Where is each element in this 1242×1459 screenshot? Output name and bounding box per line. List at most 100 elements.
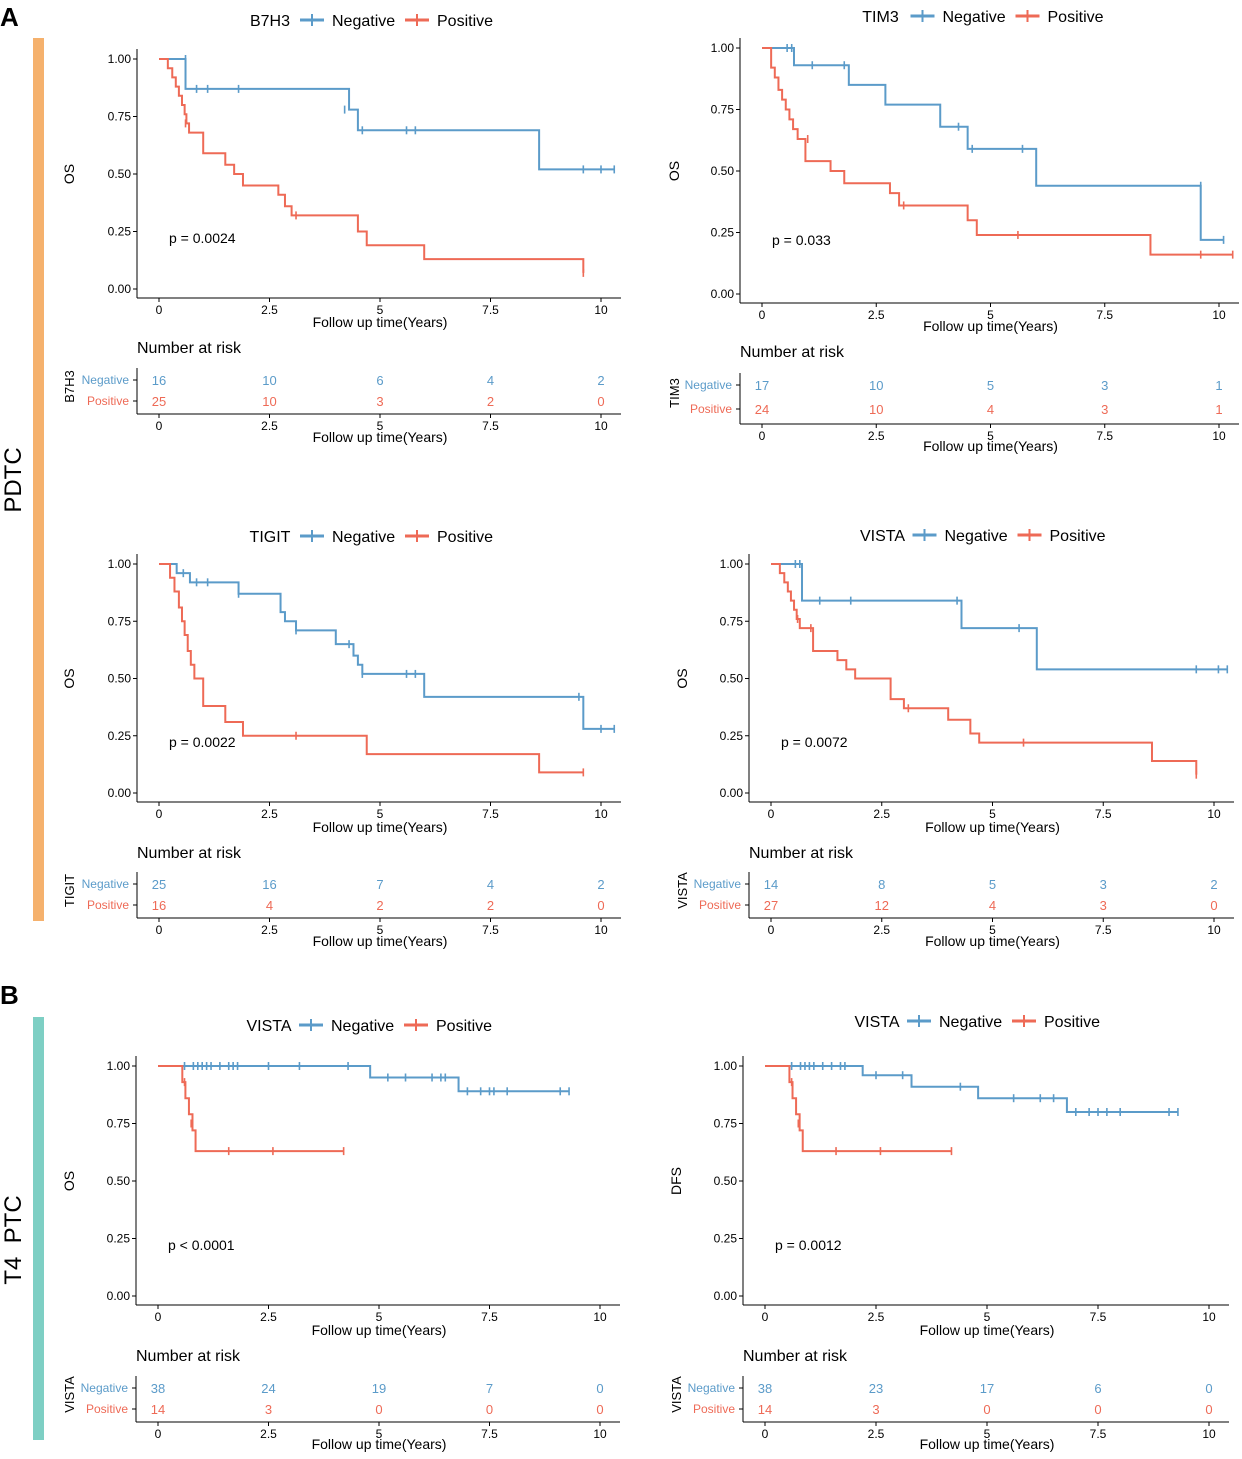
risk-value: 0 [596, 1381, 603, 1396]
risk-value: 3 [376, 394, 383, 409]
risk-value: 10 [262, 394, 276, 409]
risk-value: 38 [151, 1381, 165, 1396]
risk-value: 8 [878, 877, 885, 892]
x-tick-label: 0 [156, 807, 163, 821]
panel-label-b: B [0, 980, 19, 1010]
risk-value: 1 [1215, 402, 1222, 417]
risk-x-tick-label: 0 [156, 923, 163, 937]
x-tick-label: 2.5 [260, 1310, 277, 1324]
x-tick-label: 10 [1212, 308, 1226, 322]
risk-value: 4 [987, 402, 994, 417]
km-curve-negative [159, 563, 615, 730]
legend-title: VISTA [854, 1014, 899, 1031]
risk-table-title: Number at risk [137, 340, 242, 357]
y-tick-label: 0.00 [714, 1289, 738, 1303]
risk-value: 2 [1210, 877, 1217, 892]
legend-positive-label: Positive [1048, 9, 1104, 26]
y-tick-label: 0.75 [711, 103, 735, 117]
risk-x-tick-label: 10 [1202, 1427, 1216, 1441]
risk-value: 3 [1100, 877, 1107, 892]
risk-row-label-positive: Positive [86, 1402, 128, 1416]
y-tick-label: 1.00 [108, 557, 132, 571]
legend-title: B7H3 [250, 13, 290, 30]
risk-value: 0 [1210, 898, 1217, 913]
risk-x-tick-label: 0 [768, 923, 775, 937]
km-curve-positive [159, 58, 585, 273]
legend-title: TIM3 [862, 9, 899, 26]
y-tick-label: 0.75 [714, 1117, 738, 1131]
x-tick-label: 2.5 [261, 303, 278, 317]
x-tick-label: 0 [762, 1310, 769, 1324]
risk-value: 25 [152, 877, 166, 892]
risk-value: 3 [872, 1402, 879, 1417]
risk-value: 24 [261, 1381, 275, 1396]
risk-x-tick-label: 5 [376, 1427, 383, 1441]
x-tick-label: 5 [987, 308, 994, 322]
risk-value: 3 [265, 1402, 272, 1417]
x-tick-label: 10 [1202, 1310, 1216, 1324]
risk-x-tick-label: 7.5 [482, 923, 499, 937]
x-tick-label: 0 [156, 303, 163, 317]
risk-value: 6 [376, 373, 383, 388]
km-curve-positive [159, 563, 584, 774]
risk-value: 17 [980, 1381, 994, 1396]
y-tick-label: 0.00 [108, 786, 132, 800]
risk-row-label-positive: Positive [699, 898, 741, 912]
y-tick-label: 0.50 [108, 672, 132, 686]
y-tick-label: 0.00 [720, 786, 744, 800]
risk-table-ylabel: B7H3 [62, 370, 77, 403]
y-tick-label: 0.00 [107, 1289, 131, 1303]
x-tick-label: 5 [377, 303, 384, 317]
x-tick-label: 7.5 [1090, 1310, 1107, 1324]
y-tick-label: 0.75 [107, 1117, 131, 1131]
y-tick-label: 0.75 [108, 110, 132, 124]
p-value: p = 0.0072 [781, 734, 848, 750]
risk-table-ylabel: VISTA [62, 1376, 77, 1413]
y-axis-title: OS [674, 668, 690, 688]
risk-value: 14 [764, 877, 778, 892]
x-axis-title: Follow up time(Years) [313, 819, 448, 835]
km-panels: B7H3 Negative Positive 0.00 0.25 0.50 0.75 1.00… [61, 9, 1239, 1452]
risk-value: 0 [375, 1402, 382, 1417]
y-axis-title: OS [61, 1171, 77, 1191]
km-curve-positive [765, 1065, 952, 1153]
y-tick-label: 0.25 [108, 225, 132, 239]
risk-value: 38 [758, 1381, 772, 1396]
x-tick-label: 5 [984, 1310, 991, 1324]
risk-x-axis-title: Follow up time(Years) [925, 933, 1060, 949]
risk-x-tick-label: 2.5 [261, 923, 278, 937]
risk-x-tick-label: 0 [156, 419, 163, 433]
risk-value: 5 [987, 378, 994, 393]
risk-value: 0 [486, 1402, 493, 1417]
risk-value: 2 [487, 394, 494, 409]
t4-group-bar [33, 1017, 44, 1440]
y-tick-label: 0.50 [720, 672, 744, 686]
km-curve-negative [762, 47, 1224, 241]
risk-value: 5 [989, 877, 996, 892]
group-label-pdtc: PDTC [0, 447, 27, 512]
risk-value: 2 [487, 898, 494, 913]
risk-x-axis-title: Follow up time(Years) [313, 429, 448, 445]
legend-positive-label: Positive [1044, 1014, 1100, 1031]
y-tick-label: 0.25 [714, 1232, 738, 1246]
y-tick-label: 1.00 [108, 52, 132, 66]
risk-row-label-negative: Negative [82, 373, 130, 387]
risk-row-label-negative: Negative [685, 378, 733, 392]
x-tick-label: 5 [377, 807, 384, 821]
risk-value: 3 [1101, 378, 1108, 393]
risk-x-tick-label: 0 [759, 429, 766, 443]
risk-value: 23 [869, 1381, 883, 1396]
risk-value: 2 [597, 877, 604, 892]
legend-positive-label: Positive [437, 529, 493, 546]
risk-value: 7 [376, 877, 383, 892]
risk-table-title: Number at risk [137, 845, 242, 862]
y-axis-title: DFS [668, 1167, 684, 1195]
km-panel-3: TIGIT Negative Positive 0.00 0.25 0.50 0.75 1.0… [61, 529, 621, 949]
risk-x-tick-label: 10 [593, 1427, 607, 1441]
y-tick-label: 0.25 [711, 226, 735, 240]
km-curve-positive [158, 1065, 344, 1153]
risk-value: 16 [152, 898, 166, 913]
y-axis-title: OS [61, 164, 77, 184]
legend-positive-label: Positive [437, 13, 493, 30]
